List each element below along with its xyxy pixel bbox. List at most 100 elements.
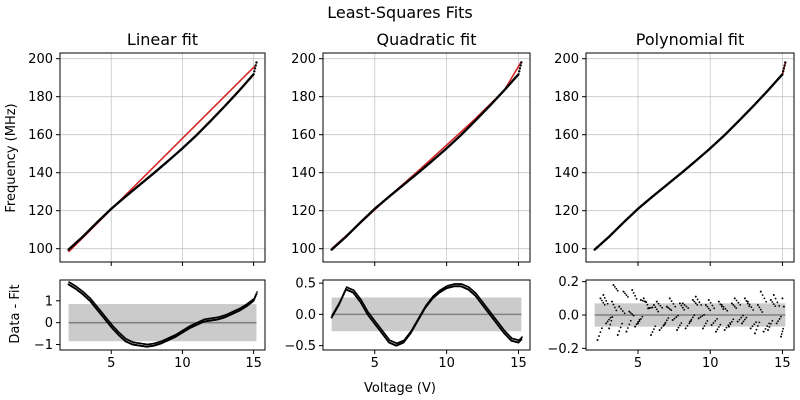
data-point bbox=[256, 291, 258, 293]
data-point bbox=[521, 336, 523, 339]
data-point bbox=[712, 322, 715, 324]
data-point bbox=[615, 309, 618, 312]
data-point bbox=[668, 297, 671, 300]
data-point bbox=[765, 300, 768, 303]
data-point bbox=[618, 305, 621, 308]
data-point bbox=[635, 297, 638, 300]
data-point bbox=[687, 307, 690, 310]
data-point bbox=[691, 316, 694, 319]
data-point bbox=[752, 309, 755, 311]
subplot-title: Quadratic fit bbox=[376, 30, 476, 49]
data-point bbox=[686, 324, 689, 327]
data-point bbox=[676, 329, 678, 331]
data-point bbox=[680, 304, 683, 307]
data-point bbox=[675, 316, 678, 318]
data-point bbox=[639, 299, 642, 301]
data-point bbox=[645, 301, 648, 304]
data-point bbox=[625, 330, 628, 333]
data-point bbox=[688, 322, 691, 325]
data-point bbox=[769, 322, 772, 325]
data-point bbox=[646, 303, 649, 306]
data-point bbox=[780, 335, 782, 338]
data-point bbox=[740, 316, 743, 319]
data-point bbox=[738, 318, 741, 321]
data-point bbox=[598, 335, 600, 337]
data-point bbox=[657, 310, 660, 313]
y-tick-label: 160 bbox=[554, 128, 579, 143]
subplot-title: Linear fit bbox=[127, 30, 198, 49]
y-tick-label: 160 bbox=[291, 128, 316, 143]
data-point bbox=[622, 290, 625, 293]
data-point bbox=[716, 328, 719, 331]
data-point bbox=[759, 308, 762, 311]
data-point bbox=[624, 292, 626, 295]
data-point bbox=[639, 318, 642, 320]
data-point bbox=[518, 70, 521, 73]
data-point bbox=[739, 303, 742, 306]
data-point bbox=[730, 302, 733, 305]
y-tick-label: 0 bbox=[45, 316, 53, 331]
data-point bbox=[634, 325, 637, 328]
x-tick-label: 10 bbox=[438, 356, 455, 371]
data-point bbox=[720, 305, 723, 308]
y-tick-label: 200 bbox=[554, 52, 579, 67]
data-point bbox=[643, 300, 646, 303]
data-point bbox=[784, 61, 787, 64]
data-point bbox=[743, 297, 746, 300]
axes-frame bbox=[59, 52, 266, 263]
y-tick-label: 0.2 bbox=[558, 275, 579, 290]
x-tick-label: 15 bbox=[245, 356, 262, 371]
data-point bbox=[742, 320, 745, 323]
data-point bbox=[599, 331, 602, 334]
data-point bbox=[725, 326, 728, 329]
data-point bbox=[694, 302, 697, 305]
data-point bbox=[733, 297, 736, 300]
axes-frame bbox=[322, 279, 531, 351]
x-tick-label: 5 bbox=[634, 356, 642, 371]
x-tick-label: 5 bbox=[107, 356, 115, 371]
data-point bbox=[659, 304, 662, 307]
data-point bbox=[730, 320, 733, 323]
data-point bbox=[342, 293, 345, 296]
data-point bbox=[724, 307, 727, 310]
data-point bbox=[634, 294, 637, 297]
top-row-ylabel: Frequency (MHz) bbox=[4, 103, 19, 212]
x-tick-label: 10 bbox=[174, 356, 191, 371]
data-point bbox=[629, 312, 632, 314]
y-tick-label: −0.2 bbox=[547, 342, 579, 357]
data-point bbox=[665, 319, 668, 322]
data-point bbox=[671, 319, 674, 321]
data-point bbox=[341, 296, 344, 299]
data-point bbox=[717, 300, 720, 303]
data-point bbox=[763, 297, 766, 300]
x-tick-label: 5 bbox=[371, 356, 379, 371]
data-point bbox=[678, 324, 681, 327]
subplot-title: Polynomial fit bbox=[636, 30, 744, 49]
data-point bbox=[253, 70, 256, 73]
data-point bbox=[600, 299, 603, 302]
data-point bbox=[612, 284, 615, 286]
y-tick-label: 0.0 bbox=[558, 309, 579, 324]
data-point bbox=[702, 327, 704, 330]
data-point bbox=[684, 327, 687, 330]
y-tick-label: 0.0 bbox=[295, 308, 316, 323]
data-point bbox=[678, 302, 681, 305]
data-point bbox=[344, 289, 347, 292]
data-point bbox=[638, 320, 641, 323]
data-point bbox=[652, 328, 655, 331]
data-point bbox=[735, 299, 738, 302]
data-point bbox=[783, 64, 786, 67]
data-point bbox=[749, 327, 752, 330]
data-point bbox=[254, 294, 257, 297]
data-point bbox=[253, 298, 256, 301]
axes-frame bbox=[585, 52, 795, 263]
data-point bbox=[726, 309, 729, 312]
y-tick-label: 140 bbox=[554, 166, 579, 181]
bottom-row-ylabel: Data - Fit bbox=[8, 284, 23, 343]
data-point bbox=[758, 321, 761, 324]
data-point bbox=[621, 322, 624, 325]
data-point bbox=[755, 321, 757, 324]
data-point bbox=[713, 307, 716, 310]
data-point bbox=[762, 330, 765, 333]
